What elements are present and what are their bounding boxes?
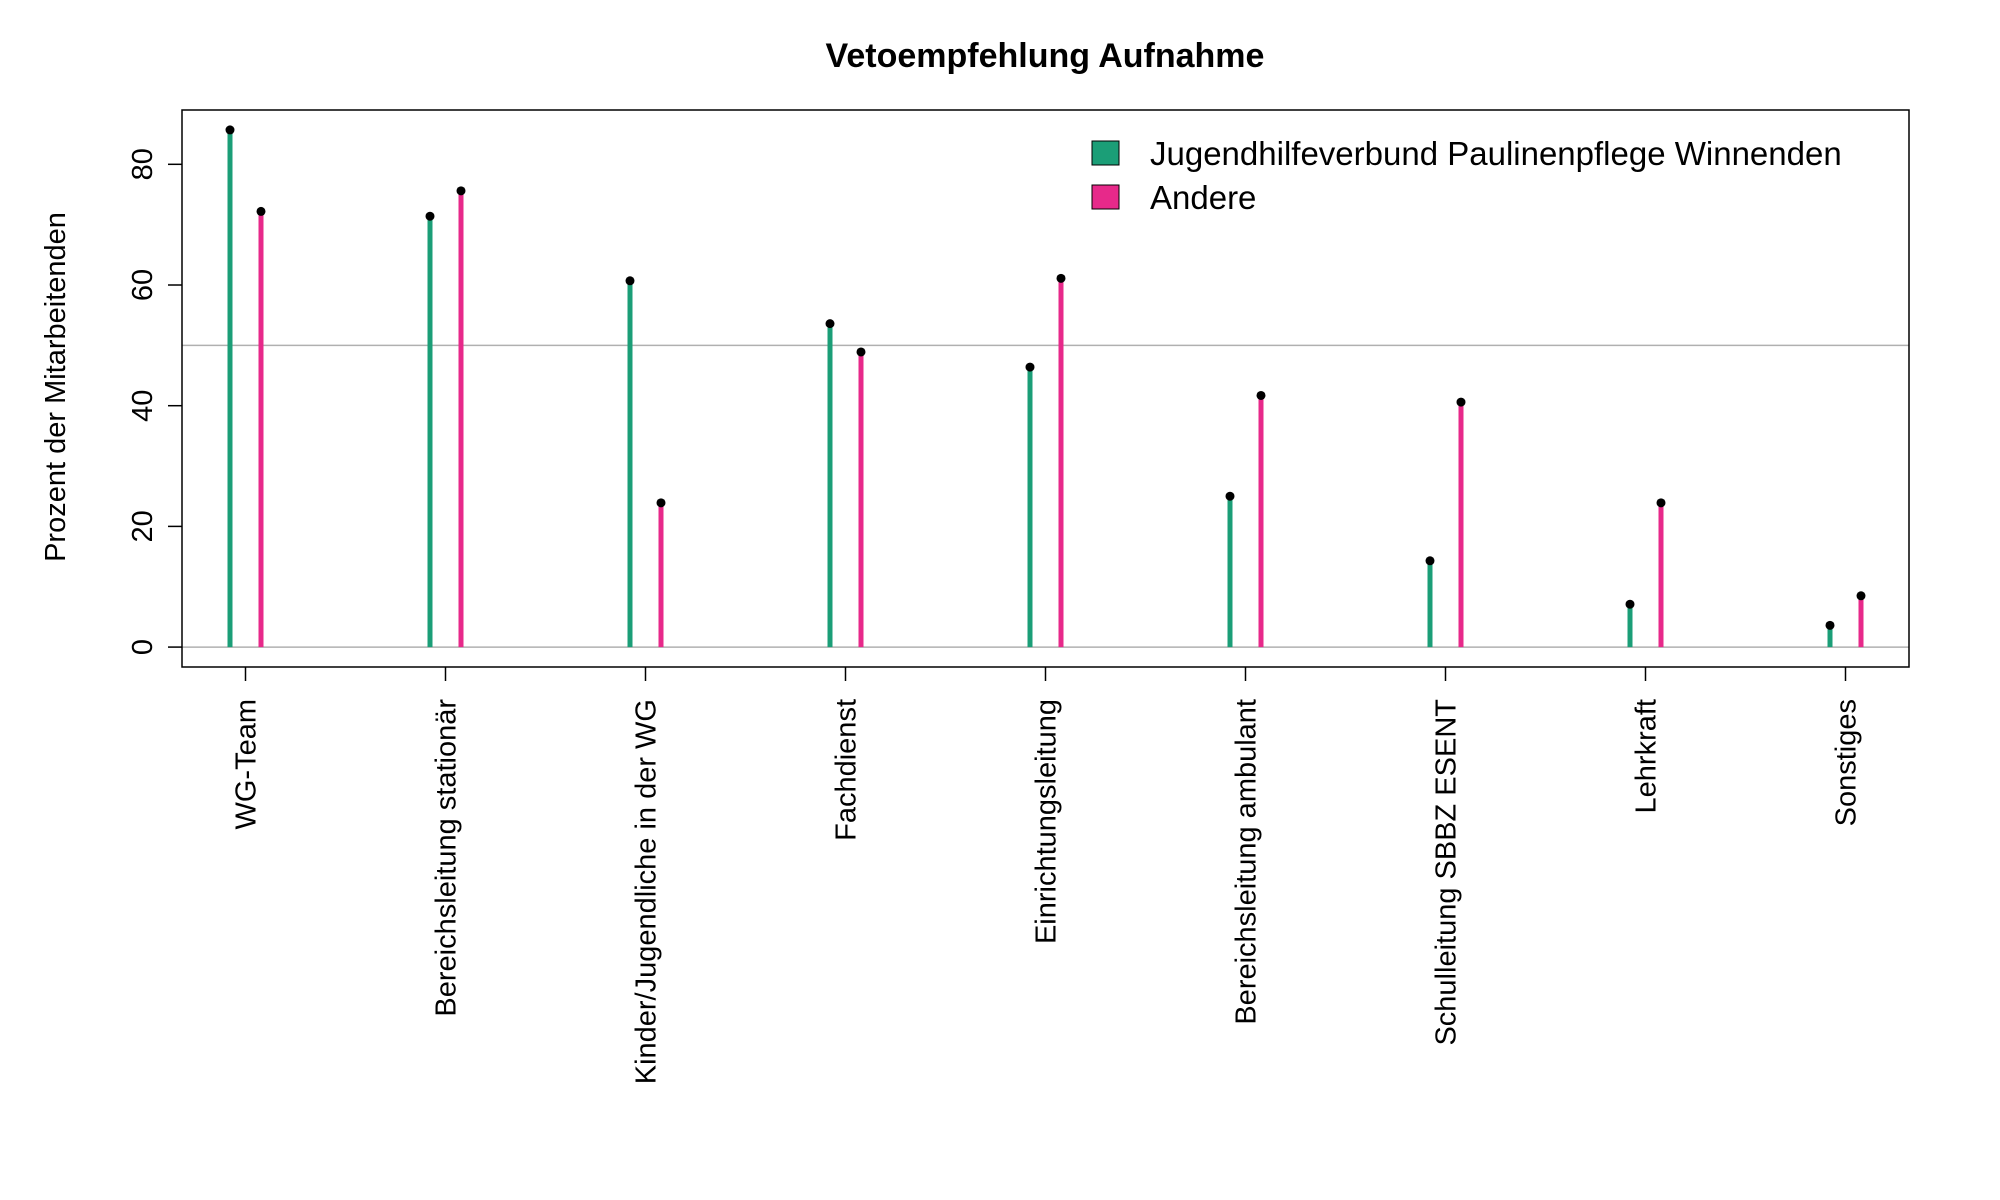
point-series-2-4 xyxy=(856,347,866,357)
points-layer xyxy=(225,125,1866,630)
point-series-1-5 xyxy=(1025,362,1035,372)
plot-frame xyxy=(181,109,1910,668)
y-tick-label-60: 60 xyxy=(127,269,159,301)
y-tick-label-80: 80 xyxy=(127,148,159,180)
point-series-2-6 xyxy=(1256,390,1266,400)
y-tick-label-0: 0 xyxy=(127,639,159,655)
legend: Jugendhilfeverbund Paulinenpflege Winnen… xyxy=(1091,135,1842,216)
legend-swatch-series-2 xyxy=(1091,184,1120,210)
point-series-1-2 xyxy=(425,211,435,221)
y-axis: 0 20 40 60 80 xyxy=(127,148,182,655)
y-tick-label-40: 40 xyxy=(127,390,159,422)
x-tick-label-6: Bereichsleitung ambulant xyxy=(1231,699,1263,1025)
point-series-1-9 xyxy=(1825,620,1835,630)
x-tick-label-9: Sonstiges xyxy=(1831,699,1863,826)
point-series-2-1 xyxy=(256,206,266,216)
point-series-2-8 xyxy=(1656,498,1666,508)
point-series-1-8 xyxy=(1625,599,1635,609)
point-series-1-4 xyxy=(825,319,835,329)
point-series-2-2 xyxy=(456,186,466,196)
point-series-2-5 xyxy=(1056,273,1066,283)
legend-label-series-1: Jugendhilfeverbund Paulinenpflege Winnen… xyxy=(1150,135,1842,172)
bars-layer xyxy=(227,129,1864,648)
x-tick-label-4: Fachdienst xyxy=(831,699,863,841)
reference-line-layer xyxy=(182,344,1909,648)
point-series-1-6 xyxy=(1225,491,1235,501)
point-series-1-7 xyxy=(1425,556,1435,566)
legend-swatch-series-1 xyxy=(1091,140,1120,166)
point-series-1-3 xyxy=(625,276,635,286)
point-series-2-7 xyxy=(1456,397,1466,407)
chart-title: Vetoempfehlung Aufnahme xyxy=(826,37,1265,75)
legend-label-series-2: Andere xyxy=(1150,179,1256,216)
x-tick-label-3: Kinder/Jugendliche in der WG xyxy=(631,699,663,1084)
point-series-1-1 xyxy=(225,125,235,135)
y-tick-label-20: 20 xyxy=(127,510,159,542)
x-tick-label-2: Bereichsleitung stationär xyxy=(431,699,463,1017)
point-series-2-3 xyxy=(656,498,666,508)
x-tick-label-7: Schulleitung SBBZ ESENT xyxy=(1431,699,1463,1046)
y-axis-label: Prozent der Mitarbeitenden xyxy=(40,212,72,562)
x-tick-label-5: Einrichtungsleitung xyxy=(1031,699,1063,944)
x-tick-label-1: WG-Team xyxy=(231,699,263,830)
point-series-2-9 xyxy=(1856,591,1866,601)
x-axis: WG-Team Bereichsleitung stationär Kinder/J… xyxy=(231,667,1863,1084)
x-tick-label-8: Lehrkraft xyxy=(1631,699,1663,813)
